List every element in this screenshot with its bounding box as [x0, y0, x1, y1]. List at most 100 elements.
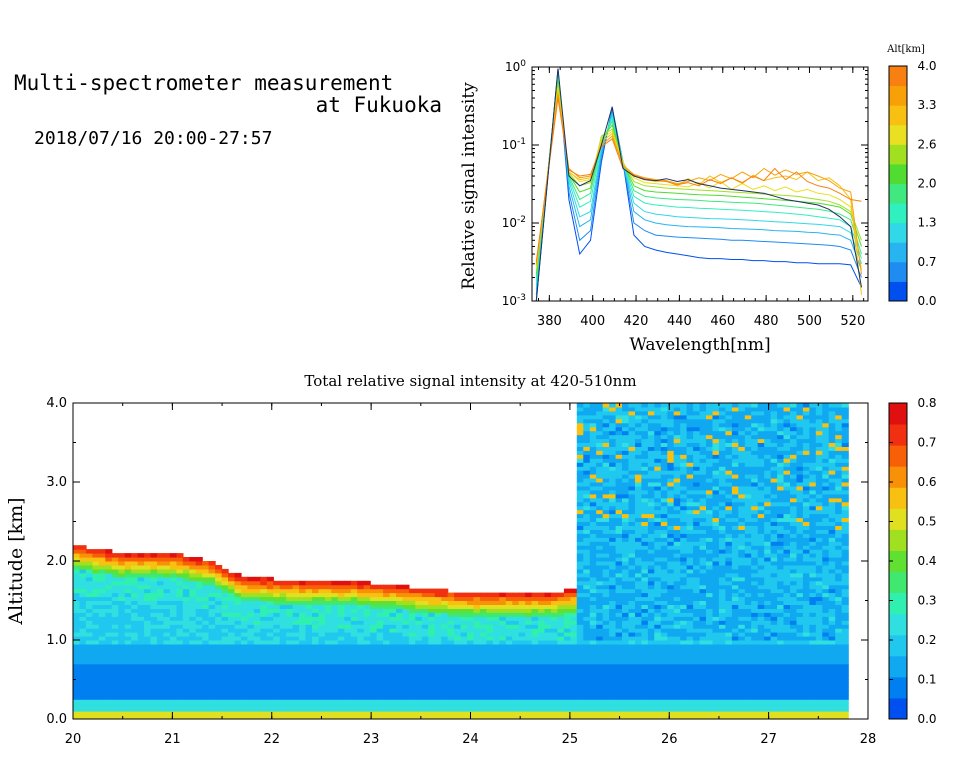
heatmap-cell — [118, 644, 126, 649]
heatmap-cell — [615, 493, 623, 499]
heatmap-cell — [699, 561, 707, 566]
heatmap-cell — [699, 640, 707, 645]
heatmap-cell — [396, 632, 404, 637]
heatmap-cell — [680, 410, 688, 416]
heatmap-cell — [195, 679, 203, 684]
heatmap-cell — [376, 596, 384, 601]
heatmap-cell — [363, 667, 371, 673]
heatmap-cell — [563, 624, 571, 629]
heatmap-cell — [473, 671, 481, 677]
heatmap-cell — [673, 568, 681, 574]
heatmap-cell — [731, 474, 739, 479]
heatmap-cell — [718, 715, 726, 720]
heatmap-cell — [79, 663, 87, 669]
heatmap-cell — [576, 561, 584, 566]
heatmap-cell — [641, 584, 649, 590]
heatmap-cell — [660, 580, 668, 586]
heatmap-cell — [415, 707, 423, 712]
heatmap-cell — [576, 647, 584, 653]
heatmap-cell — [357, 632, 365, 637]
heatmap-cell — [609, 695, 617, 700]
heatmap-cell — [279, 695, 287, 700]
heatmap-cell — [279, 683, 287, 688]
heatmap-cell — [725, 513, 733, 519]
heatmap-cell — [324, 600, 332, 605]
heatmap-cell — [363, 707, 371, 712]
heatmap-cell — [492, 596, 500, 601]
heatmap-cell — [725, 438, 733, 443]
heatmap-cell — [286, 675, 294, 680]
heatmap-cell — [673, 474, 681, 479]
heatmap-cell — [163, 596, 171, 601]
heatmap-cell — [589, 474, 597, 479]
heatmap-cell — [712, 671, 720, 677]
heatmap-cell — [680, 466, 688, 471]
heatmap-cell — [286, 612, 294, 617]
heatmap-cell — [486, 616, 494, 621]
heatmap-cell — [292, 612, 300, 617]
heatmap-cell — [641, 699, 649, 704]
heatmap-cell — [589, 588, 597, 594]
heatmap-cell — [144, 663, 152, 669]
heatmap-cell — [589, 620, 597, 625]
heatmap-cell — [208, 679, 216, 684]
spectrum-line-0 — [535, 68, 862, 301]
heatmap-cell — [673, 462, 681, 467]
heatmap-cell — [583, 616, 591, 621]
heatmap-cell — [725, 683, 733, 688]
heatmap-cell — [467, 659, 475, 665]
heatmap-cell — [718, 482, 726, 487]
heatmap-cell — [389, 711, 397, 716]
heatmap-cell — [441, 663, 449, 669]
heatmap-cell — [673, 628, 681, 633]
heatmap-cell — [576, 703, 584, 708]
heatmap-cell — [157, 596, 165, 601]
heatmap-cell — [234, 687, 242, 692]
heatmap-cell — [370, 687, 378, 692]
heatmap-cell — [680, 434, 688, 440]
heatmap-cell — [499, 596, 507, 601]
heatmap-cell — [189, 679, 197, 684]
heatmap-cell — [157, 703, 165, 708]
heatmap-cell — [324, 612, 332, 617]
heatmap-cell — [570, 687, 578, 692]
heatmap-cell — [622, 620, 630, 625]
heatmap-cell — [641, 493, 649, 499]
heatmap-cell — [706, 533, 714, 538]
heatmap-cell — [344, 687, 352, 692]
heatmap-cell — [706, 651, 714, 657]
heatmap-cell — [363, 636, 371, 641]
heatmap-cell — [699, 513, 707, 519]
heatmap-cell — [240, 695, 248, 700]
heatmap-cell — [131, 608, 139, 613]
heatmap-cell — [615, 541, 623, 546]
heatmap-cell — [376, 620, 384, 625]
heatmap-cell — [105, 565, 113, 570]
heatmap-cell — [615, 501, 623, 507]
heatmap-cell — [473, 683, 481, 688]
heatmap-cell — [421, 695, 429, 700]
heatmap-cell — [712, 482, 720, 487]
heatmap-cell — [635, 703, 643, 708]
heatmap-cell — [706, 478, 714, 483]
heatmap-cell — [589, 533, 597, 538]
heatmap-cell — [635, 636, 643, 641]
heatmap-cell — [240, 651, 248, 657]
heatmap-cell — [602, 561, 610, 566]
heatmap-cell — [454, 699, 462, 704]
heatmap-cell — [137, 632, 145, 637]
heatmap-cell — [667, 462, 675, 467]
heatmap-cell — [725, 458, 733, 463]
heatmap-cell — [635, 410, 643, 416]
heatmap-cell — [234, 612, 242, 617]
heatmap-cell — [402, 675, 410, 680]
heatmap-cell — [312, 584, 320, 590]
heatmap-cell — [699, 695, 707, 700]
heatmap-cell — [182, 687, 190, 692]
heatmap-cell — [131, 687, 139, 692]
heatmap-cell — [279, 699, 287, 704]
heatmap-cell — [622, 596, 630, 601]
heatmap-cell — [667, 628, 675, 633]
heatmap-cell — [635, 521, 643, 526]
